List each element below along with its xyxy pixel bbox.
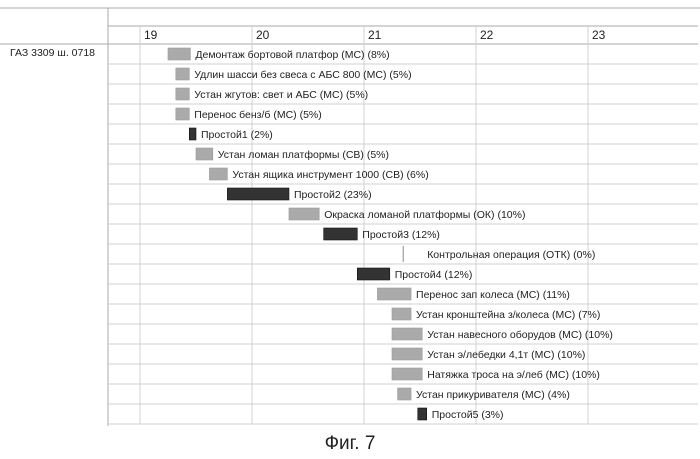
task-label: Устан прикуривателя (МС) (4%) bbox=[416, 389, 570, 401]
task-bar bbox=[289, 208, 319, 220]
task-label: Контрольная операция (ОТК) (0%) bbox=[427, 249, 595, 261]
task-bar bbox=[196, 148, 213, 160]
task-label: Простой1 (2%) bbox=[201, 129, 273, 141]
task-label: Устан навесного оборудов (МС) (10%) bbox=[427, 329, 613, 341]
x-tick-label: 20 bbox=[256, 28, 270, 42]
task-bar bbox=[176, 88, 189, 100]
task-bar bbox=[176, 68, 189, 80]
task-bar bbox=[392, 368, 422, 380]
x-tick-label: 22 bbox=[480, 28, 494, 42]
x-tick-label: 21 bbox=[368, 28, 382, 42]
task-bar bbox=[392, 328, 422, 340]
figure-caption: Фиг. 7 bbox=[0, 433, 700, 455]
task-bar bbox=[392, 308, 411, 320]
x-tick-label: 19 bbox=[144, 28, 158, 42]
task-label: Устан кронштейна з/колеса (МС) (7%) bbox=[416, 309, 600, 321]
task-label: Удлин шасси без свеса с АБС 800 (МС) (5%… bbox=[194, 69, 411, 81]
task-label: Демонтаж бортовой платфор (МС) (8%) bbox=[195, 49, 389, 61]
task-bar bbox=[377, 288, 411, 300]
task-label: Устан ломан платформы (СВ) (5%) bbox=[218, 149, 389, 161]
task-bar bbox=[392, 348, 422, 360]
gantt-chart: 19 20 21 22 23 ГАЗ 3309 ш. 0718 Демонтаж бор… bbox=[0, 0, 700, 430]
time-axis: 19 20 21 22 23 bbox=[144, 28, 606, 42]
task-label: Устан жгутов: свет и АБС (МС) (5%) bbox=[194, 89, 368, 101]
task-label: Натяжка троса на э/леб (МС) (10%) bbox=[427, 369, 600, 381]
task-label: Простой3 (12%) bbox=[362, 229, 440, 241]
task-label: Простой5 (3%) bbox=[432, 409, 504, 421]
idle-bar bbox=[227, 188, 289, 200]
task-bar bbox=[209, 168, 227, 180]
task-label: Перенос бенз/б (МС) (5%) bbox=[194, 109, 321, 121]
x-tick-label: 23 bbox=[592, 28, 606, 42]
idle-bar bbox=[189, 128, 196, 140]
task-label: Устан ящика инструмент 1000 (СВ) (6%) bbox=[232, 169, 428, 181]
task-label: Простой2 (23%) bbox=[294, 189, 372, 201]
task-bar bbox=[398, 388, 411, 400]
resource-label: ГАЗ 3309 ш. 0718 bbox=[10, 47, 95, 59]
task-bar bbox=[176, 108, 189, 120]
task-bar bbox=[168, 48, 190, 60]
idle-bar bbox=[418, 408, 427, 420]
idle-bar bbox=[324, 228, 358, 240]
idle-bar bbox=[357, 268, 389, 280]
task-label: Окраска ломаной платформы (ОК) (10%) bbox=[324, 209, 525, 221]
task-label: Устан э/лебедки 4,1т (МС) (10%) bbox=[427, 349, 585, 361]
task-label: Перенос зап колеса (МС) (11%) bbox=[416, 289, 570, 301]
task-label: Простой4 (12%) bbox=[395, 269, 473, 281]
